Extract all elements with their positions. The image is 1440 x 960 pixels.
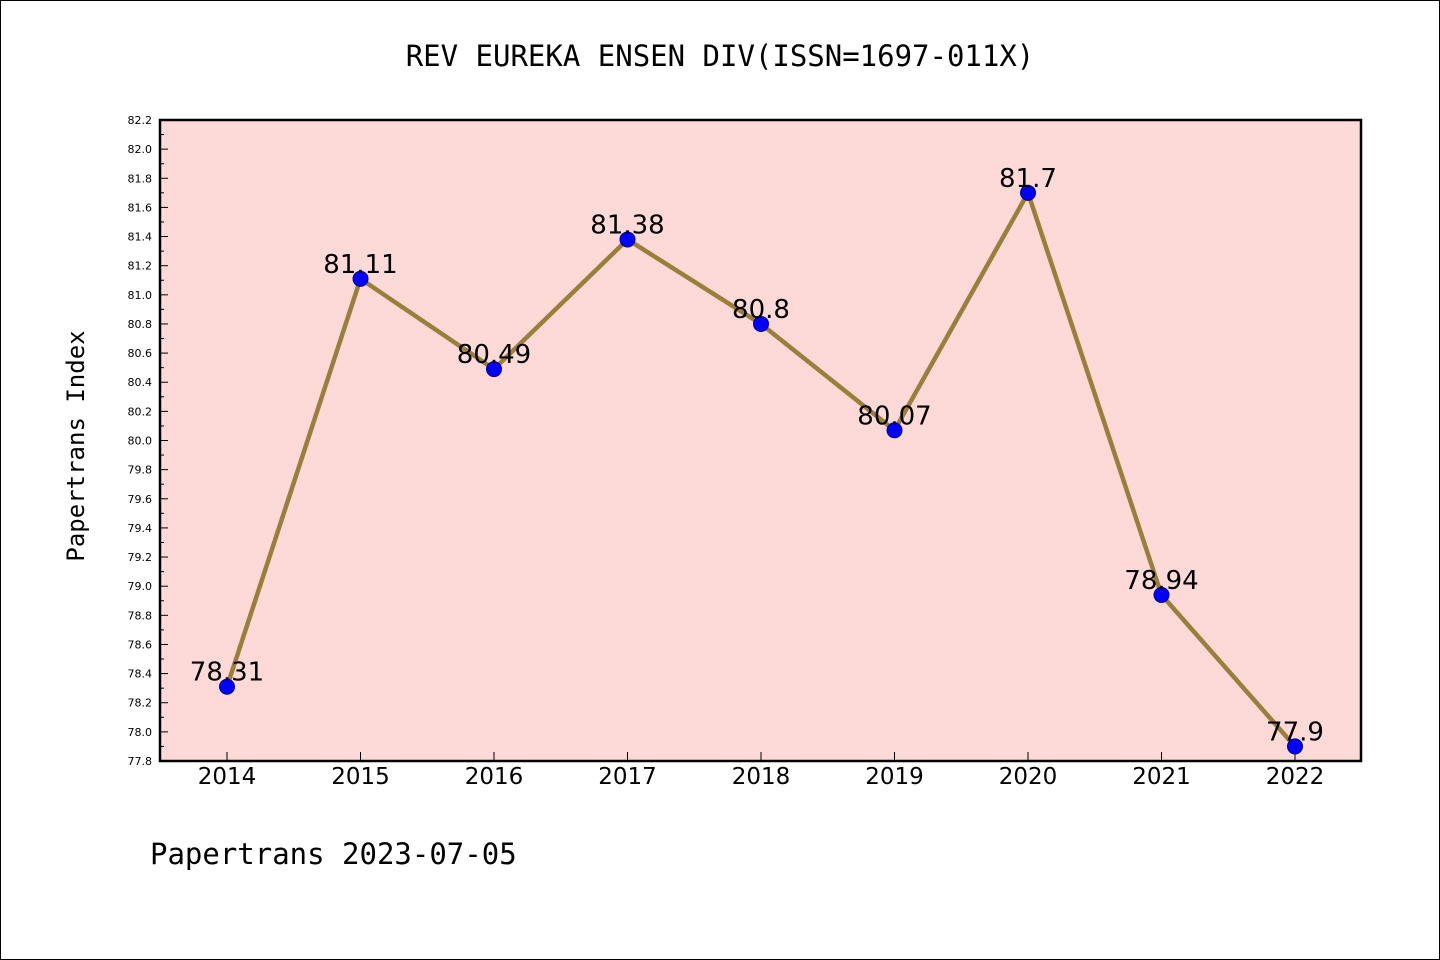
data-point [1287,738,1303,755]
data-point [1153,586,1170,603]
x-tick-label: 2017 [598,764,657,790]
y-tick-label: 78.6 [128,638,153,651]
y-tick-label: 80.4 [128,376,153,389]
data-label: 81.7 [999,164,1057,194]
y-tick-label: 79.8 [128,464,153,477]
y-tick-label: 80.0 [128,435,153,448]
x-tick-label: 2019 [865,764,924,790]
data-label: 81.11 [323,250,397,280]
y-tick-label: 81.8 [128,172,153,185]
x-tick-label: 2018 [732,764,791,790]
x-tick-label: 2016 [465,764,524,790]
y-tick-label: 78.4 [128,668,153,681]
data-point [1020,184,1036,201]
plot-area [158,118,1363,763]
y-tick-label: 78.2 [128,697,153,710]
series-layer: 78.31 81.11 80.49 81.38 80.8 80.07 81.7 78.94 77… [190,164,1324,755]
x-tick-label: 2020 [999,764,1058,790]
y-tick-label: 81.2 [128,260,153,273]
x-tick-label: 2022 [1266,764,1325,790]
data-label: 80.07 [857,401,931,431]
chart-title: REV EUREKA ENSEN DIV(ISSN=1697-011X) [406,39,1035,73]
y-tick-label: 80.8 [128,318,153,331]
y-tick-label: 79.6 [128,493,153,506]
x-tick-label: 2015 [331,764,390,790]
data-label: 80.49 [457,340,531,370]
data-label: 81.38 [590,210,664,240]
x-axis: 2014 2015 2016 2017 2018 2019 2020 2021 2022 [198,752,1325,790]
y-tick-label: 78.0 [128,726,153,739]
footer-text: Papertrans 2023-07-05 [150,837,517,871]
y-axis: 77.8 78.0 78.2 78.4 78.6 78.8 79.0 79.2 79.4 79.6… [128,114,168,768]
y-tick-label: 78.8 [128,609,153,622]
data-point [753,315,769,332]
data-point [486,361,502,378]
y-tick-label: 82.2 [128,114,153,127]
data-point [619,231,636,248]
y-tick-label: 77.8 [128,755,153,768]
y-tick-label: 81.6 [128,201,153,214]
data-point [352,270,369,287]
x-tick-label: 2014 [198,764,257,790]
y-tick-label: 80.2 [128,405,153,418]
y-tick-label: 79.0 [128,580,153,593]
x-tick-label: 2021 [1132,764,1191,790]
y-tick-label: 81.0 [128,289,153,302]
y-tick-label: 81.4 [128,231,153,244]
y-tick-label: 80.6 [128,347,153,360]
data-label: 80.8 [732,295,790,325]
y-axis-label: Papertrans Index [62,330,90,561]
y-tick-label: 79.2 [128,551,153,564]
data-label: 78.31 [190,658,264,688]
data-label: 77.9 [1266,717,1324,747]
data-label: 78.94 [1124,566,1198,596]
data-point [886,422,903,439]
y-tick-label: 79.4 [128,522,153,535]
y-tick-label: 82.0 [128,143,153,156]
data-point [219,678,235,695]
